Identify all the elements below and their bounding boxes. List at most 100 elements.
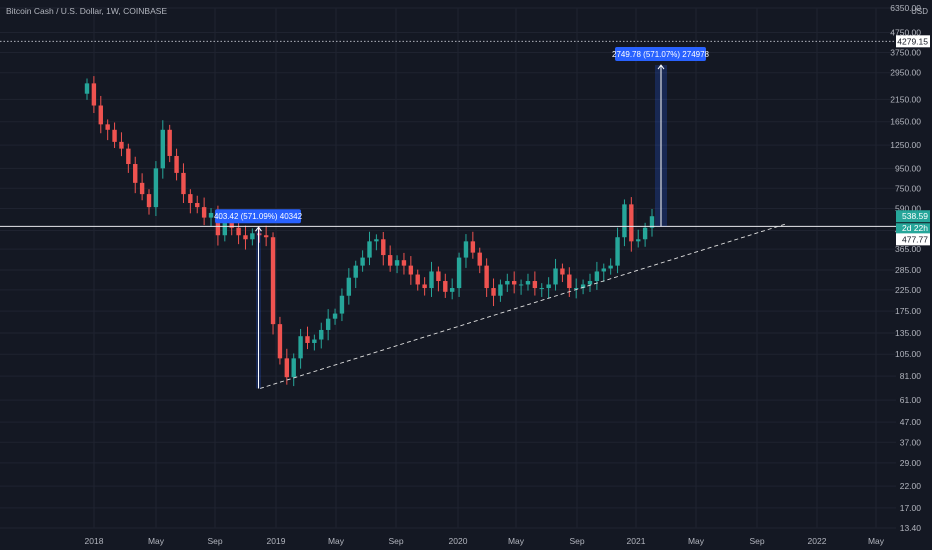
candle — [387, 245, 393, 272]
price-axis-bg — [896, 0, 932, 550]
candle — [601, 263, 606, 282]
candle — [195, 195, 200, 214]
measure-label-bg — [215, 209, 301, 224]
candle — [532, 271, 538, 296]
candle — [511, 271, 517, 294]
candle — [270, 232, 276, 335]
x-tick-label: May — [508, 536, 525, 546]
y-tick-label: 225.00 — [895, 285, 921, 295]
candle — [188, 189, 193, 214]
x-tick-label: 2018 — [85, 536, 104, 546]
candle — [339, 288, 345, 322]
candlestick-series — [84, 76, 655, 387]
candle — [580, 279, 586, 295]
candle — [463, 234, 469, 268]
y-tick-label: 2150.00 — [890, 94, 921, 104]
candle — [649, 208, 655, 237]
y-tick-label: 37.00 — [900, 437, 922, 447]
candle — [381, 231, 386, 266]
candle — [346, 268, 352, 305]
x-tick-label: 2020 — [449, 536, 468, 546]
x-tick-label: May — [328, 536, 345, 546]
svg-text:538.59: 538.59 — [902, 211, 928, 221]
candle — [436, 266, 441, 292]
candle — [153, 161, 159, 217]
y-tick-label: 285.00 — [895, 265, 921, 275]
measure-label-bg — [615, 47, 706, 62]
currency-label: USD — [911, 7, 928, 16]
candle — [284, 348, 290, 385]
candle — [208, 208, 214, 227]
candle — [236, 220, 241, 245]
candle — [263, 225, 269, 247]
price-range-measure[interactable]: 2749.78 (571.07%) 274978 — [612, 47, 710, 227]
candle — [325, 309, 331, 341]
rising-trendline[interactable] — [259, 223, 786, 389]
y-tick-label: 750.00 — [895, 183, 921, 193]
x-tick-label: 2022 — [808, 536, 827, 546]
candle — [401, 252, 407, 275]
candle — [629, 197, 634, 252]
candle — [367, 231, 372, 266]
x-tick-label: Sep — [569, 536, 584, 546]
candle — [429, 261, 434, 297]
candle — [91, 76, 97, 114]
candle — [105, 119, 110, 141]
candle — [408, 256, 414, 285]
y-tick-label: 13.40 — [900, 523, 922, 533]
candle — [525, 273, 531, 291]
candle — [636, 229, 641, 248]
y-tick-label: 1650.00 — [890, 117, 921, 127]
candle — [560, 263, 565, 283]
price-range-measure[interactable]: 403.42 (571.09%) 40342 — [214, 209, 303, 389]
candle — [160, 120, 165, 179]
x-tick-label: Sep — [388, 536, 403, 546]
x-tick-label: 2019 — [267, 536, 286, 546]
candle — [84, 78, 90, 100]
candle — [277, 316, 283, 365]
candle — [126, 143, 131, 173]
candle — [250, 228, 255, 246]
candle — [553, 258, 558, 291]
y-tick-label: 4750.00 — [890, 28, 921, 38]
y-tick-label: 175.00 — [895, 306, 921, 316]
x-tick-label: Sep — [749, 536, 764, 546]
candle — [574, 278, 579, 299]
candle — [477, 247, 482, 274]
y-tick-label: 105.00 — [895, 349, 921, 359]
candle — [201, 197, 207, 226]
y-tick-label: 2950.00 — [890, 68, 921, 78]
candle — [594, 261, 600, 290]
candle — [608, 258, 613, 275]
candle — [546, 277, 551, 299]
candle — [443, 273, 448, 298]
chart-title: Bitcoin Cash / U.S. Dollar, 1W, COINBASE — [6, 6, 168, 16]
candle — [484, 258, 489, 297]
arrow-up-icon — [657, 64, 665, 70]
candle — [491, 278, 496, 307]
candle — [112, 122, 117, 148]
candle — [98, 95, 103, 134]
candle — [470, 231, 476, 259]
candle — [587, 273, 593, 292]
candle — [119, 132, 124, 157]
candle — [360, 250, 365, 272]
candle — [312, 334, 317, 351]
time-axis[interactable]: 2018 May Sep 2019 May Sep 2020 May Sep 2021 May Sep… — [85, 536, 885, 546]
candle — [167, 124, 172, 163]
x-tick-label: May — [868, 536, 885, 546]
y-tick-label: 3750.00 — [890, 47, 921, 57]
candle — [449, 278, 455, 300]
candle — [353, 260, 358, 289]
svg-text:4279.15: 4279.15 — [897, 36, 928, 46]
chart-grid — [0, 7, 896, 529]
horizontal-line-label: 477.77 — [896, 233, 930, 246]
y-tick-label: 81.00 — [900, 371, 922, 381]
candle — [298, 328, 303, 369]
candle — [174, 148, 179, 181]
top-price-label: 4279.15 — [896, 35, 930, 48]
y-tick-label: 590.00 — [895, 204, 921, 214]
drawing-overlays: 403.42 (571.09%) 40342 2749.78 (571.07%) … — [0, 40, 896, 389]
